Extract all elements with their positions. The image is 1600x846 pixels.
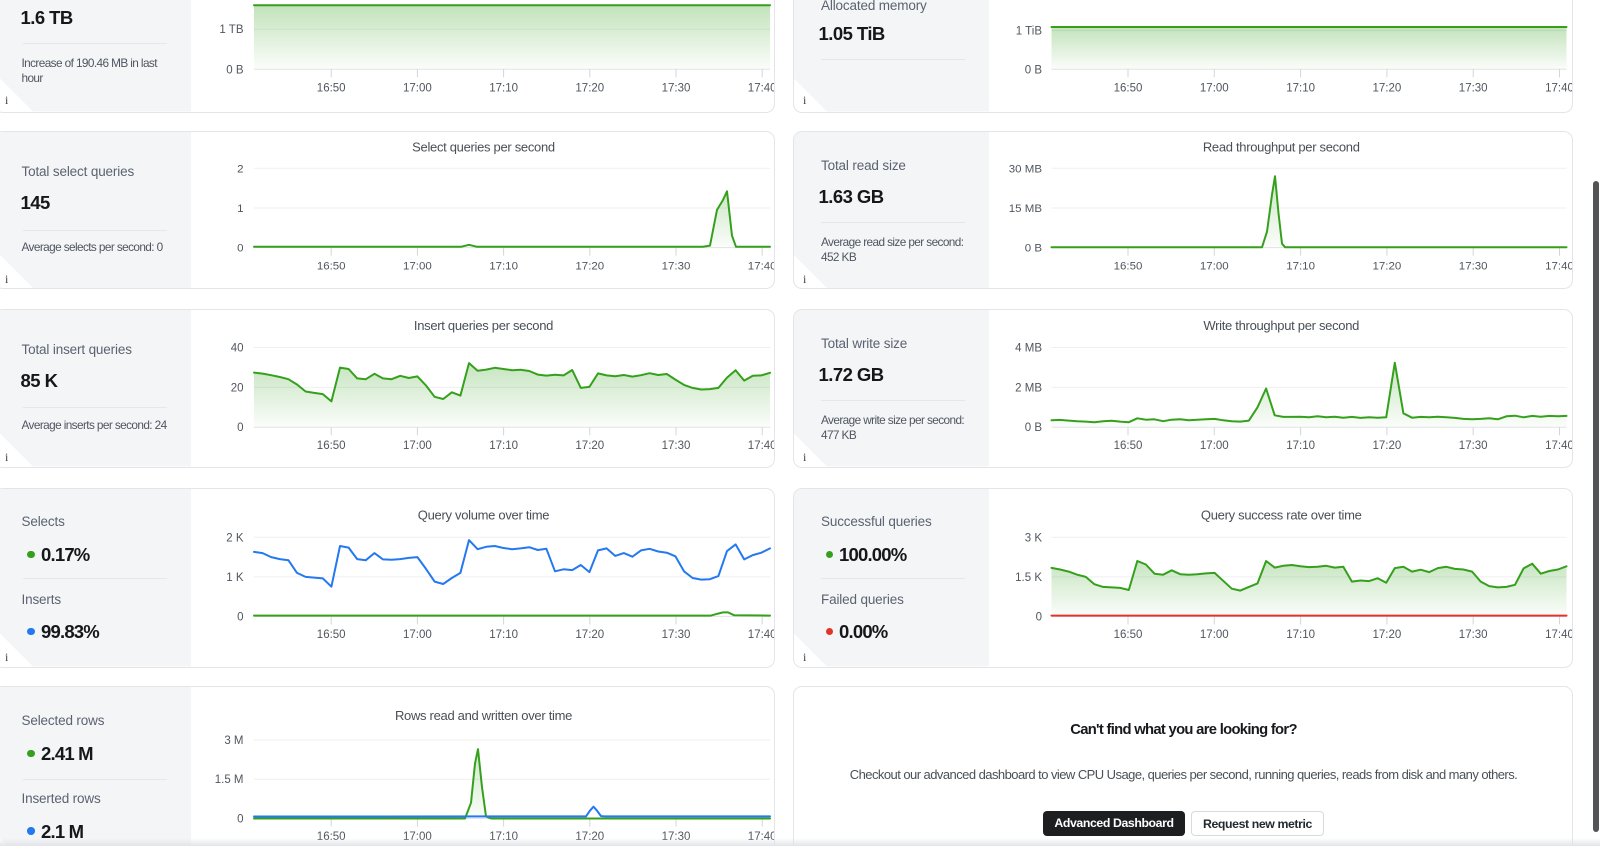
svg-text:16:50: 16:50 — [317, 439, 346, 451]
svg-text:17:10: 17:10 — [1286, 628, 1315, 640]
svg-text:1.5 M: 1.5 M — [215, 774, 244, 786]
svg-text:17:00: 17:00 — [1200, 260, 1229, 272]
svg-text:17:40: 17:40 — [1545, 82, 1572, 94]
svg-text:17:40: 17:40 — [1545, 628, 1572, 640]
svg-text:15 MB: 15 MB — [1009, 203, 1043, 215]
svg-text:17:30: 17:30 — [662, 260, 691, 272]
svg-text:17:10: 17:10 — [489, 260, 518, 272]
svg-text:1: 1 — [237, 203, 243, 215]
svg-text:17:20: 17:20 — [575, 439, 604, 451]
svg-text:Query success rate over time: Query success rate over time — [1201, 507, 1362, 522]
svg-text:1.5 K: 1.5 K — [1015, 571, 1042, 583]
svg-text:17:30: 17:30 — [662, 628, 691, 640]
svg-text:2 K: 2 K — [226, 532, 244, 544]
svg-text:0: 0 — [237, 422, 243, 434]
svg-text:17:30: 17:30 — [1459, 628, 1488, 640]
svg-text:16:50: 16:50 — [1114, 628, 1143, 640]
svg-text:17:40: 17:40 — [748, 82, 775, 94]
svg-text:17:20: 17:20 — [1373, 260, 1402, 272]
svg-text:0 B: 0 B — [226, 64, 244, 76]
svg-text:17:20: 17:20 — [575, 260, 604, 272]
svg-text:0: 0 — [237, 242, 243, 254]
svg-text:1 K: 1 K — [226, 571, 244, 583]
svg-text:Rows read and written over tim: Rows read and written over time — [395, 708, 572, 723]
svg-text:17:40: 17:40 — [1545, 439, 1572, 451]
svg-text:0 B: 0 B — [1025, 242, 1043, 254]
svg-text:17:40: 17:40 — [748, 260, 775, 272]
svg-text:40: 40 — [231, 342, 244, 354]
svg-text:17:40: 17:40 — [1545, 260, 1572, 272]
svg-text:17:30: 17:30 — [662, 439, 691, 451]
svg-text:16:50: 16:50 — [1114, 439, 1143, 451]
svg-text:3 M: 3 M — [224, 735, 243, 747]
svg-text:17:30: 17:30 — [1459, 82, 1488, 94]
svg-text:17:00: 17:00 — [403, 260, 432, 272]
svg-text:1 TiB: 1 TiB — [1016, 26, 1043, 38]
svg-text:17:20: 17:20 — [575, 628, 604, 640]
svg-text:16:50: 16:50 — [1114, 260, 1143, 272]
svg-text:17:30: 17:30 — [1459, 260, 1488, 272]
svg-text:Read throughput per second: Read throughput per second — [1203, 139, 1360, 154]
svg-text:2: 2 — [237, 163, 243, 175]
svg-text:17:00: 17:00 — [403, 82, 432, 94]
svg-text:0: 0 — [1036, 611, 1042, 623]
svg-text:20: 20 — [231, 382, 244, 394]
svg-text:17:20: 17:20 — [1373, 628, 1402, 640]
svg-text:17:10: 17:10 — [489, 439, 518, 451]
svg-text:0: 0 — [237, 611, 243, 623]
svg-text:Write throughput per second: Write throughput per second — [1203, 318, 1359, 333]
svg-text:17:00: 17:00 — [1200, 82, 1229, 94]
svg-text:17:30: 17:30 — [1459, 439, 1488, 451]
svg-text:17:20: 17:20 — [1373, 82, 1402, 94]
svg-text:17:20: 17:20 — [575, 82, 604, 94]
svg-text:17:00: 17:00 — [403, 439, 432, 451]
svg-text:17:10: 17:10 — [1286, 439, 1315, 451]
svg-text:0 B: 0 B — [1025, 422, 1043, 434]
svg-text:17:00: 17:00 — [1200, 628, 1229, 640]
svg-text:17:00: 17:00 — [403, 628, 432, 640]
svg-text:17:40: 17:40 — [748, 439, 775, 451]
svg-text:Query volume over time: Query volume over time — [418, 507, 549, 522]
svg-text:17:30: 17:30 — [662, 82, 691, 94]
svg-text:Select queries per second: Select queries per second — [412, 139, 555, 154]
svg-text:3 K: 3 K — [1025, 532, 1043, 544]
svg-text:17:10: 17:10 — [1286, 260, 1315, 272]
svg-text:4 MB: 4 MB — [1015, 342, 1042, 354]
svg-text:16:50: 16:50 — [317, 628, 346, 640]
svg-text:17:10: 17:10 — [489, 82, 518, 94]
svg-text:17:10: 17:10 — [489, 628, 518, 640]
svg-text:Insert queries per second: Insert queries per second — [414, 318, 553, 333]
svg-text:0: 0 — [237, 814, 243, 826]
svg-text:30 MB: 30 MB — [1009, 163, 1043, 175]
svg-text:1 TB: 1 TB — [219, 24, 243, 36]
svg-text:17:20: 17:20 — [1373, 439, 1402, 451]
svg-text:2 MB: 2 MB — [1015, 382, 1042, 394]
svg-text:17:00: 17:00 — [1200, 439, 1229, 451]
svg-text:16:50: 16:50 — [317, 82, 346, 94]
svg-text:17:10: 17:10 — [1286, 82, 1315, 94]
svg-text:16:50: 16:50 — [1114, 82, 1143, 94]
svg-text:0 B: 0 B — [1025, 64, 1043, 76]
svg-text:17:40: 17:40 — [748, 628, 775, 640]
svg-text:16:50: 16:50 — [317, 260, 346, 272]
